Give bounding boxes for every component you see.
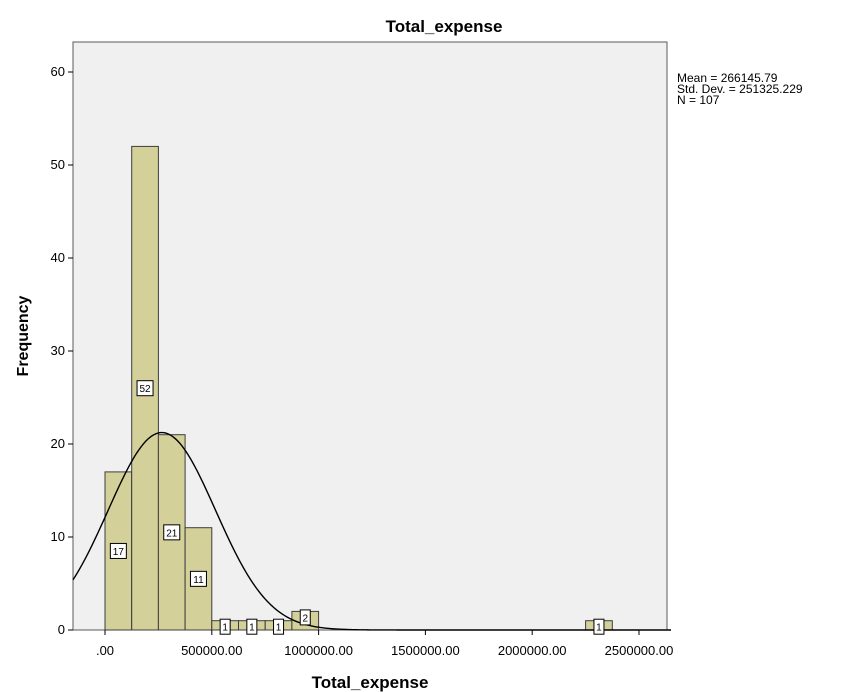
bar-count-label-box xyxy=(163,524,181,541)
x-tick-label: 1500000.00 xyxy=(391,643,460,658)
bar-count-label-box xyxy=(593,618,605,635)
y-tick-label: 60 xyxy=(51,64,65,79)
chart-title: Total_expense xyxy=(386,17,503,36)
bar-count-label-box xyxy=(189,570,207,587)
stat-mean: Mean = 266145.79 xyxy=(677,71,778,85)
bar-count-label-box xyxy=(219,618,231,635)
x-axis-label: Total_expense xyxy=(312,673,429,692)
y-tick-label: 0 xyxy=(58,622,65,637)
x-tick-label: 2000000.00 xyxy=(498,643,567,658)
y-tick-label: 20 xyxy=(51,436,65,451)
bar-count-label: 52 xyxy=(139,384,151,395)
stat-n: N = 107 xyxy=(677,93,720,107)
x-tick-label: 500000.00 xyxy=(181,643,242,658)
bar-count-label: 1 xyxy=(276,623,282,634)
y-axis-label: Frequency xyxy=(15,295,32,376)
bar-count-label: 11 xyxy=(193,575,204,586)
x-tick-label: .00 xyxy=(96,643,114,658)
stat-std-dev: Std. Dev. = 251325.229 xyxy=(677,82,803,96)
bar-count-label: 2 xyxy=(302,613,308,624)
histogram-bar xyxy=(104,471,133,631)
x-tick-label: 2500000.00 xyxy=(605,643,674,658)
normal-curve xyxy=(72,431,672,631)
bar-count-label: 21 xyxy=(166,528,178,539)
y-tick-label: 10 xyxy=(51,529,65,544)
y-tick-label: 30 xyxy=(51,343,65,358)
y-tick-label: 40 xyxy=(51,250,65,265)
bar-count-label-box xyxy=(273,618,285,635)
bar-count-label: 1 xyxy=(249,623,255,634)
bar-count-label-box xyxy=(299,609,311,626)
bar-count-label: 17 xyxy=(113,547,125,558)
y-tick-label: 50 xyxy=(51,157,65,172)
bar-count-label: 1 xyxy=(596,623,602,634)
bar-count-label-box xyxy=(246,618,258,635)
bar-count-label-box xyxy=(136,380,154,397)
bar-count-label-box xyxy=(109,542,127,559)
stats-box: Mean = 266145.79 Std. Dev. = 251325.229 … xyxy=(677,71,803,107)
bar-count-label: 1 xyxy=(222,623,228,634)
x-tick-label: 1000000.00 xyxy=(284,643,353,658)
